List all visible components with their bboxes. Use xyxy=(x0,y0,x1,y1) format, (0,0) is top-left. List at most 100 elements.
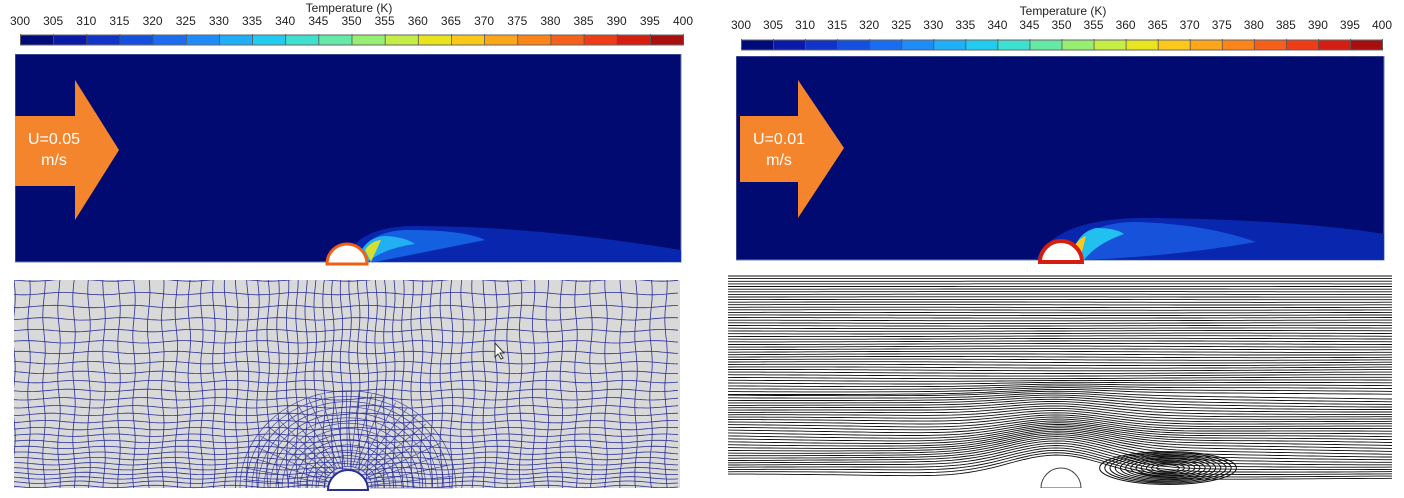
colorbar-title: Temperature (K) xyxy=(1019,4,1107,18)
colorbar-segment xyxy=(805,40,838,50)
colorbar-tick-label: 385 xyxy=(1275,18,1296,32)
colorbar-segment xyxy=(518,35,552,45)
colorbar-segment xyxy=(1062,40,1095,50)
colorbar-tick-label: 320 xyxy=(142,14,163,28)
colorbar-segment xyxy=(1190,40,1223,50)
colorbar-tick-label: 380 xyxy=(540,14,561,28)
mouse-cursor-icon xyxy=(494,342,506,360)
heated-cylinder xyxy=(1037,239,1085,264)
colorbar-tick-label: 355 xyxy=(1083,18,1104,32)
colorbar-segment xyxy=(773,40,806,50)
colorbar-ticks: 300 305 310 315 320 325 330 335 340 345 350 355 360 3… xyxy=(731,18,1392,33)
colorbar-right: Temperature (K) 300 305 310 315 320 325 330 335… xyxy=(731,3,1392,53)
colorbar-segment xyxy=(1158,40,1191,50)
colorbar-ticks: 300 305 310 315 320 325 330 335 340 345 350 355 360 3… xyxy=(10,14,693,29)
velocity-label-right: U=0.01 m/s xyxy=(740,129,818,171)
streamlines-plot xyxy=(728,274,1392,488)
colorbar-segment xyxy=(1286,40,1320,50)
colorbar-tick-label: 350 xyxy=(341,14,362,28)
colorbar-tick-label: 390 xyxy=(606,14,627,28)
mesh-refinement xyxy=(239,390,457,489)
colorbar-tick-label: 340 xyxy=(275,14,296,28)
inlet-velocity-arrow xyxy=(740,80,844,218)
colorbar-tick-label: 355 xyxy=(374,14,395,28)
colorbar-segment xyxy=(484,35,519,45)
colorbar-segment xyxy=(252,35,287,45)
colorbar-tick-label: 315 xyxy=(109,14,130,28)
colorbar-tick-label: 305 xyxy=(763,18,784,32)
colorbar-tick-label: 375 xyxy=(507,14,528,28)
colorbar-segment xyxy=(965,40,999,50)
colorbar-tick-label: 345 xyxy=(1019,18,1040,32)
colorbar-segment xyxy=(219,35,253,45)
colorbar-segment xyxy=(86,35,121,45)
vortex-loops xyxy=(1099,451,1237,485)
computational-mesh xyxy=(14,280,680,491)
temperature-field-right xyxy=(736,56,1385,264)
colorbar-segment xyxy=(1029,40,1063,50)
colorbar-tick-label: 305 xyxy=(43,14,64,28)
colorbar-segment xyxy=(741,40,774,50)
streamline-set xyxy=(728,275,1392,480)
velocity-unit: m/s xyxy=(41,152,67,169)
colorbar-segment xyxy=(901,40,935,50)
colorbar-segment xyxy=(1222,40,1256,50)
colorbar-segment xyxy=(837,40,870,50)
colorbar-tick-label: 325 xyxy=(175,14,196,28)
cylinder-outline xyxy=(1040,467,1082,488)
colorbar-tick-label: 360 xyxy=(1115,18,1136,32)
colorbar-segment xyxy=(186,35,220,45)
colorbar-tick-label: 375 xyxy=(1211,18,1232,32)
temperature-field-left xyxy=(15,54,682,266)
heated-cylinder xyxy=(325,242,369,266)
colorbar-tick-label: 370 xyxy=(474,14,495,28)
colorbar-tick-label: 365 xyxy=(440,14,461,28)
colorbar-segment xyxy=(1126,40,1159,50)
colorbar-segment xyxy=(352,35,386,45)
colorbar-segment xyxy=(318,35,353,45)
velocity-value: U=0.01 xyxy=(752,131,806,148)
colorbar-tick-label: 330 xyxy=(208,14,229,28)
colorbar-tick-label: 320 xyxy=(859,18,880,32)
fluid-domain xyxy=(15,54,682,263)
colorbar-tick-label: 310 xyxy=(76,14,97,28)
colorbar-tick-label: 395 xyxy=(639,14,660,28)
colorbar-tick-label: 300 xyxy=(9,14,31,28)
colorbar-segment xyxy=(1094,40,1127,50)
mesh-domain xyxy=(14,280,680,488)
colorbar-gradient xyxy=(20,34,684,46)
mesh-lines xyxy=(14,280,679,489)
velocity-label-left: U=0.05 m/s xyxy=(15,129,93,171)
colorbar-segment xyxy=(20,35,54,45)
colorbar-tick-label: 330 xyxy=(923,18,944,32)
colorbar-tick-label: 315 xyxy=(827,18,848,32)
streamlines xyxy=(728,275,1392,480)
colorbar-tick-label: 310 xyxy=(795,18,816,32)
colorbar-segment xyxy=(650,35,684,45)
colorbar-segment xyxy=(551,35,585,45)
colorbar-segment xyxy=(1318,40,1352,50)
colorbar-segment xyxy=(933,40,967,50)
colorbar-segment xyxy=(285,35,320,45)
colorbar-segment xyxy=(418,35,453,45)
colorbar-segment xyxy=(451,35,486,45)
velocity-value: U=0.05 xyxy=(27,131,81,148)
colorbar-tick-label: 335 xyxy=(955,18,976,32)
colorbar-tick-label: 350 xyxy=(1051,18,1072,32)
colorbar-tick-label: 325 xyxy=(891,18,912,32)
velocity-unit: m/s xyxy=(766,152,792,169)
colorbar-segment xyxy=(53,35,87,45)
colorbar-title: Temperature (K) xyxy=(305,1,393,15)
colorbar-segment xyxy=(997,40,1031,50)
colorbar-tick-label: 365 xyxy=(1147,18,1168,32)
inlet-velocity-arrow xyxy=(15,80,119,220)
colorbar-tick-label: 385 xyxy=(573,14,594,28)
colorbar-tick-label: 300 xyxy=(730,18,752,32)
colorbar-tick-label: 370 xyxy=(1179,18,1200,32)
colorbar-segment xyxy=(1254,40,1288,50)
colorbar-tick-label: 380 xyxy=(1243,18,1264,32)
colorbar-tick-label: 400 xyxy=(672,14,694,28)
colorbar-tick-label: 360 xyxy=(407,14,428,28)
colorbar-segment xyxy=(385,35,419,45)
colorbar-tick-label: 340 xyxy=(987,18,1008,32)
